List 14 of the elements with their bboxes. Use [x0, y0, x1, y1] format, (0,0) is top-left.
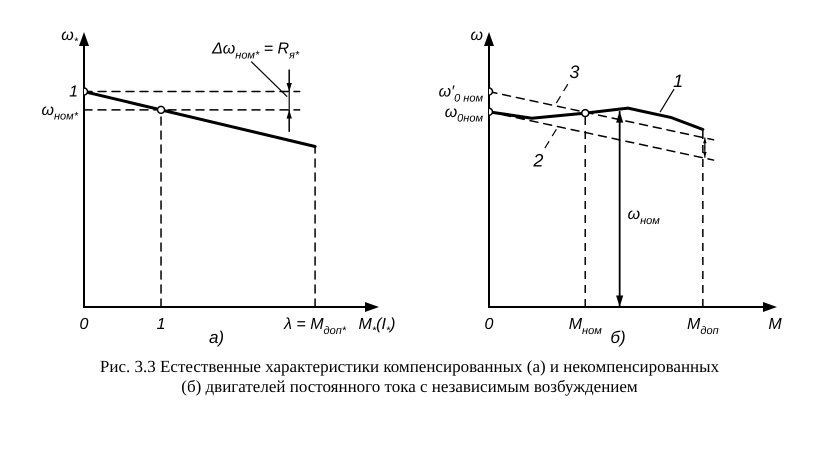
x-tick-label: 0: [484, 316, 494, 333]
text: б): [610, 328, 626, 347]
y-axis-title: ω: [470, 27, 484, 44]
x-axis-title: M: [768, 316, 782, 333]
text: а): [208, 328, 224, 347]
x-tick-label: 0: [80, 316, 89, 333]
x-tick-label: 1: [156, 316, 166, 333]
y-axis-title: ω*: [61, 27, 79, 48]
text: 1: [69, 84, 78, 101]
x-axis-title: M*(I*): [358, 316, 396, 337]
text: Рис. 3.3 Естественные характеристики компенсированных (а) и некомпенсированных (б) двигателей постоянного тока с независимым возбуждением: [98, 357, 720, 397]
series-label: 1: [673, 71, 684, 92]
legend-label: 2: [532, 150, 544, 170]
series-label: 3: [569, 62, 580, 82]
